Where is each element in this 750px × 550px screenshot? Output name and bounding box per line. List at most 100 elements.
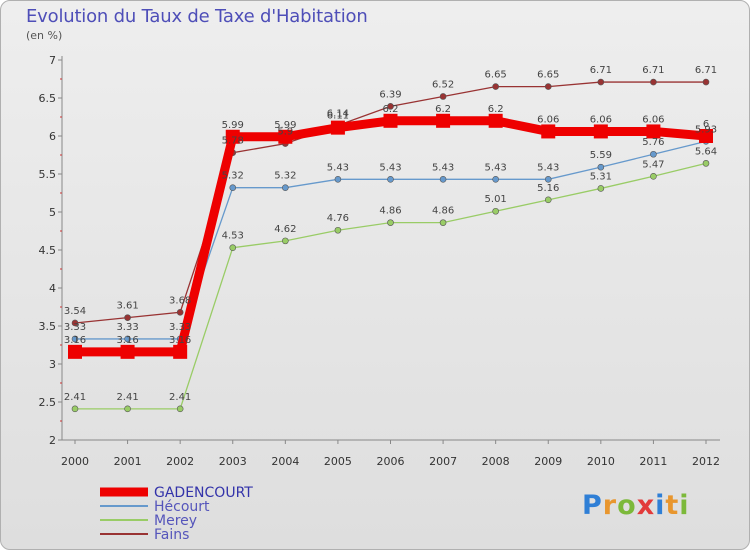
y-tick-label: 2.5 [39, 396, 57, 409]
data-point [278, 129, 293, 144]
data-label: 6.11 [327, 111, 349, 122]
data-label: 5.32 [274, 171, 296, 182]
data-point [646, 124, 661, 139]
data-label: 3.61 [116, 301, 138, 312]
data-point [597, 185, 605, 192]
data-point [173, 344, 188, 359]
y-tick-label: 6 [49, 130, 56, 143]
data-point [544, 83, 552, 90]
data-label: 6.06 [537, 114, 559, 125]
chart-subtitle: (en %) [26, 29, 63, 42]
data-point [544, 196, 552, 204]
data-point [699, 129, 713, 143]
series-line-merey [75, 162, 707, 410]
y-tick-label: 2 [49, 434, 56, 447]
data-point [702, 160, 710, 167]
y-tick-label: 3 [49, 358, 56, 371]
data-point [229, 244, 237, 252]
data-label: 5.16 [537, 183, 559, 194]
data-label: 3.68 [169, 295, 191, 306]
data-label: 3.33 [169, 322, 191, 333]
data-label: 6.14 [327, 108, 349, 119]
data-label: 5.43 [379, 162, 401, 173]
data-label: 6.2 [435, 104, 451, 115]
data-label: 5.01 [485, 194, 507, 205]
data-label: 5.47 [642, 159, 664, 170]
legend-label: Hécourt [154, 499, 210, 515]
data-label: 6.71 [642, 65, 664, 76]
data-point [593, 124, 608, 139]
data-point [387, 176, 394, 183]
data-label: 5.76 [642, 137, 664, 148]
legend-label: Fains [154, 527, 189, 543]
data-label: 5.64 [695, 146, 717, 157]
data-point [488, 113, 503, 128]
x-tick-label: 2000 [61, 455, 89, 468]
data-point [176, 309, 184, 316]
y-tick-label: 4 [49, 282, 56, 295]
data-label: 6.71 [590, 65, 612, 76]
x-tick-label: 2005 [324, 455, 352, 468]
y-tick-label: 4.5 [39, 244, 57, 257]
data-label: 6 [703, 119, 709, 130]
data-point [541, 124, 556, 139]
data-label: 2.41 [116, 392, 138, 403]
data-point [71, 405, 79, 413]
y-tick-label: 7 [49, 54, 56, 67]
logo-letter: P [582, 490, 603, 521]
x-tick-label: 2003 [219, 455, 247, 468]
data-point [282, 237, 289, 245]
data-label: 6.65 [485, 70, 507, 81]
data-label: 6.39 [379, 89, 401, 100]
data-label: 4.86 [379, 206, 401, 217]
data-point [439, 93, 447, 100]
x-tick-label: 2012 [692, 455, 720, 468]
logo-letter: r [602, 490, 618, 521]
data-label: 5.93 [695, 124, 717, 135]
x-tick-label: 2008 [482, 455, 510, 468]
x-tick-label: 2001 [114, 455, 142, 468]
data-point [650, 172, 657, 180]
data-point [597, 78, 605, 86]
data-label: 6.06 [590, 114, 612, 125]
y-tick-label: 6.5 [39, 92, 57, 105]
logo-letter: i [679, 490, 690, 521]
data-point [544, 176, 552, 183]
data-label: 4.86 [432, 206, 454, 217]
logo-letter: x [636, 490, 656, 521]
chart-title: Evolution du Taux de Taxe d'Habitation [26, 6, 368, 27]
data-point [124, 405, 131, 413]
x-tick-label: 2007 [429, 455, 457, 468]
data-point [282, 184, 289, 191]
data-point [702, 78, 710, 86]
proxiti-logo: Proxiti [582, 490, 690, 521]
data-label: 6.52 [432, 79, 454, 90]
data-point [225, 129, 240, 144]
data-label: 5.78 [222, 136, 244, 147]
data-point [492, 207, 499, 215]
data-point [68, 344, 82, 359]
data-label: 3.16 [169, 335, 191, 346]
data-label: 6.71 [695, 65, 717, 76]
data-label: 3.33 [64, 322, 86, 333]
data-point [176, 405, 184, 413]
x-tick-label: 2004 [271, 455, 299, 468]
data-point [439, 219, 447, 226]
legend-label: GADENCOURT [154, 485, 253, 501]
logo-letter: t [665, 490, 680, 521]
y-tick-label: 5 [49, 206, 56, 219]
logo-letter: i [655, 490, 666, 521]
data-point [650, 78, 657, 86]
logo-letter: o [617, 490, 637, 521]
data-point [334, 176, 342, 183]
data-point [330, 120, 345, 135]
data-label: 2.41 [64, 392, 86, 403]
data-label: 6.2 [383, 104, 399, 115]
data-point [650, 150, 657, 158]
data-label: 4.62 [274, 224, 296, 235]
x-tick-label: 2009 [534, 455, 562, 468]
data-point [436, 113, 451, 128]
x-tick-label: 2011 [639, 455, 667, 468]
